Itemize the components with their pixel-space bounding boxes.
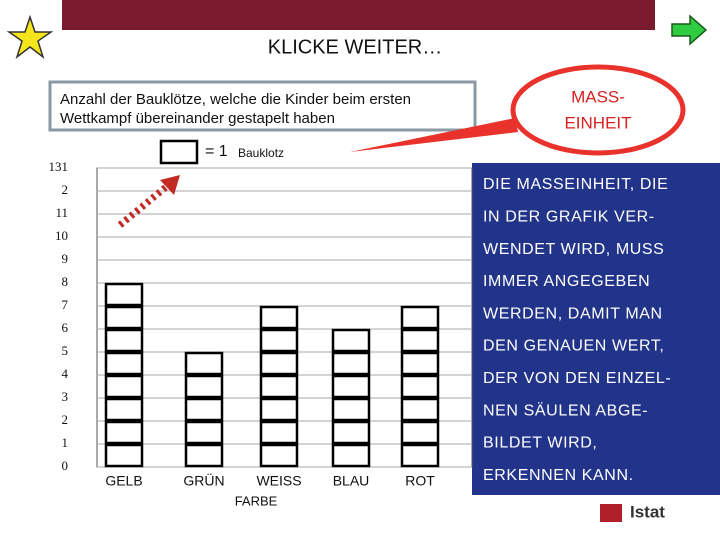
callout-text: EINHEIT (564, 113, 631, 132)
next-arrow[interactable] (671, 14, 708, 46)
block (104, 305, 144, 330)
x-axis-label: FARBE (235, 493, 278, 508)
block (259, 305, 299, 330)
slide-title: KLICKE WEITER… (268, 36, 442, 58)
x-tick-label: GRÜN (183, 472, 224, 489)
y-tick-label: 1 (62, 435, 69, 450)
y-tick-label: 10 (55, 228, 68, 243)
y-tick-label: 11 (55, 205, 68, 220)
block (331, 397, 371, 422)
block (259, 374, 299, 399)
note-text: IN DER GRAFIK VER- (483, 209, 655, 226)
chart-title-box (48, 80, 477, 132)
block (400, 305, 440, 330)
block (184, 443, 224, 468)
block (184, 374, 224, 399)
block (259, 328, 299, 353)
block (400, 328, 440, 353)
block (184, 351, 224, 376)
logo: Istat (630, 502, 665, 521)
y-tick-label: 131 (49, 159, 69, 174)
x-tick-label: GELB (105, 473, 142, 489)
note-text: NEN SÄULEN ABGE- (483, 401, 648, 419)
block (331, 420, 371, 445)
block (331, 443, 371, 468)
block (104, 420, 144, 445)
block (104, 282, 144, 307)
block (259, 420, 299, 445)
y-tick-label: 5 (62, 343, 69, 358)
chart-title: Anzahl der Bauklötze, welche die Kinder … (60, 91, 411, 108)
bar (259, 305, 299, 468)
note-text: ERKENNEN KANN. (483, 467, 634, 484)
note-box (472, 163, 720, 495)
y-tick-label: 2 (62, 182, 69, 197)
block (104, 397, 144, 422)
note-text: DER VON DEN EINZEL- (483, 370, 671, 387)
block (104, 443, 144, 468)
block (259, 397, 299, 422)
block (104, 351, 144, 376)
x-tick-label: ROT (405, 473, 435, 489)
bar (104, 282, 144, 468)
callout-oval (510, 64, 686, 156)
star-icon[interactable] (6, 14, 54, 60)
x-tick-label: WEISS (256, 473, 301, 489)
y-tick-label: 7 (62, 297, 69, 312)
block (331, 351, 371, 376)
block (400, 420, 440, 445)
callout-text: MASS- (571, 87, 625, 106)
block (400, 443, 440, 468)
y-tick-label: 6 (62, 320, 69, 335)
bar (331, 328, 371, 468)
bar (400, 305, 440, 468)
legend-block (159, 139, 199, 165)
y-tick-label: 3 (62, 389, 69, 404)
bar (184, 351, 224, 468)
note-text: DEN GENAUEN WERT, (483, 338, 664, 355)
block (104, 374, 144, 399)
block (184, 420, 224, 445)
x-tick-label: BLAU (333, 473, 370, 489)
note-text: DIE MASSEINHEIT, DIE (483, 176, 668, 193)
y-tick-label: 9 (62, 251, 69, 266)
block (400, 351, 440, 376)
block (184, 397, 224, 422)
block (104, 328, 144, 353)
block (331, 328, 371, 353)
y-tick-label: 2 (62, 412, 69, 427)
block (400, 374, 440, 399)
block (331, 374, 371, 399)
callout-pointer (350, 118, 518, 152)
legend-text: = 1 (205, 143, 228, 160)
chart-title: Wettkampf übereinander gestapelt haben (60, 110, 335, 127)
note-text: WENDET WIRD, MUSS (483, 241, 664, 258)
note-text: IMMER ANGEGEBEN (483, 273, 650, 290)
legend-unit: Bauklotz (238, 146, 284, 160)
block (259, 351, 299, 376)
y-tick-label: 8 (62, 274, 69, 289)
header-bar (62, 0, 655, 30)
note-text: WERDEN, DAMIT MAN (483, 305, 663, 322)
block (259, 443, 299, 468)
y-tick-label: 4 (62, 366, 69, 381)
note-text: BILDET WIRD, (483, 435, 597, 452)
pointer-arrow (117, 179, 175, 228)
pointer-arrow-head (160, 175, 180, 195)
block (400, 397, 440, 422)
logo-mark (600, 504, 622, 522)
y-tick-label: 0 (62, 458, 69, 473)
